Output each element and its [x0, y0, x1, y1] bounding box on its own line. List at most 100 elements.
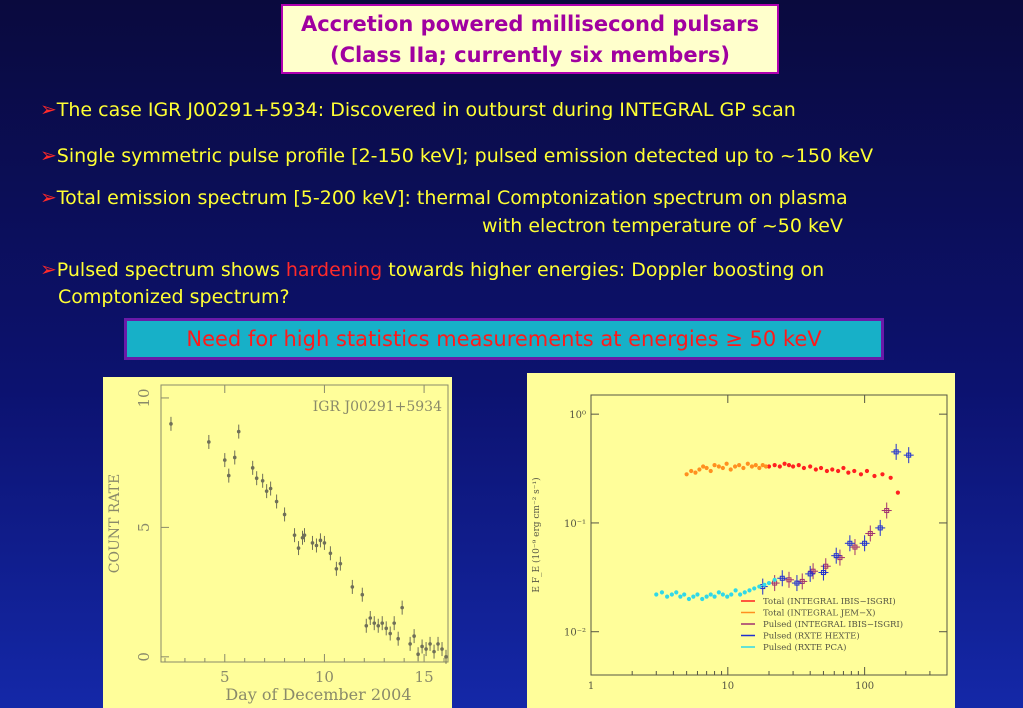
data-point: [444, 655, 448, 659]
data-point: [753, 463, 758, 468]
title-line-1: Accretion powered millisecond pulsars: [300, 12, 759, 36]
data-point: [841, 465, 846, 471]
data-point: [300, 535, 305, 540]
slide-title: Accretion powered millisecond pulsars (C…: [281, 4, 779, 74]
data-point: [708, 468, 713, 474]
data-point: [782, 461, 787, 466]
data-point: [757, 584, 762, 589]
data-point: [733, 588, 738, 593]
data-point: [772, 577, 777, 582]
data-point: [659, 590, 665, 595]
data-point: [704, 594, 709, 599]
bullet-2: ➢Single symmetric pulse profile [2-150 k…: [40, 142, 873, 169]
arrow-bullet-icon: ➢: [40, 97, 57, 121]
data-point: [412, 634, 416, 638]
data-point: [424, 647, 428, 651]
data-point: [420, 644, 424, 649]
data-point: [682, 592, 687, 597]
data-point: [852, 544, 858, 550]
data-point: [799, 578, 805, 584]
spectrum-chart: 1 10 100 10⁻² 10⁻¹ 10⁰ E F_E (10⁻⁹ erg cm⁻² s⁻…: [531, 394, 948, 692]
data-point: [384, 626, 389, 631]
bullet-4-text-post: towards higher energies: Doppler boostin…: [382, 259, 825, 281]
data-point: [232, 455, 237, 460]
data-point: [396, 636, 400, 641]
data-point: [665, 594, 670, 599]
data-point: [794, 580, 800, 586]
data-point: [720, 592, 725, 597]
callout-box: Need for high statistics measurements at…: [124, 318, 884, 360]
plot-frame: [160, 384, 449, 663]
data-point: [847, 540, 853, 546]
legend-entry: Pulsed (RXTE HEXTE): [763, 631, 860, 642]
y-tick-label: 10⁻¹: [564, 519, 586, 530]
data-point: [260, 478, 265, 483]
data-point: [747, 588, 752, 593]
data-point: [310, 541, 315, 545]
data-point: [368, 616, 373, 620]
data-point: [752, 586, 757, 591]
data-point: [724, 461, 729, 466]
data-point: [796, 463, 801, 468]
data-point: [678, 594, 683, 599]
y-tick-label: 10: [135, 388, 153, 407]
data-point: [895, 490, 900, 495]
data-point: [226, 473, 231, 478]
x-tick-label: 15: [415, 668, 434, 686]
data-point: [292, 533, 297, 537]
data-point: [372, 621, 377, 625]
bullet-4-text-pre: Pulsed spectrum shows: [56, 259, 286, 281]
bullet-1: ➢The case IGR J00291+5934: Discovered in…: [40, 96, 796, 123]
data-point: [268, 486, 273, 491]
data-point: [380, 621, 385, 625]
data-point: [725, 594, 730, 599]
data-point: [888, 475, 893, 480]
data-point: [695, 592, 700, 597]
data-point: [282, 512, 287, 517]
data-point: [741, 465, 746, 471]
data-point: [701, 464, 706, 469]
legend-entry: Pulsed (RXTE PCA): [763, 642, 846, 653]
legend-entry: Total (INTEGRAL JEM−X): [763, 608, 876, 619]
source-annotation: IGR J00291+5934: [313, 399, 442, 415]
spectrum-panel: 1 10 100 10⁻² 10⁻¹ 10⁰ E F_E (10⁻⁹ erg cm⁻² s⁻…: [527, 373, 955, 708]
data-point: [777, 464, 782, 469]
data-point: [862, 540, 868, 546]
data-point: [318, 538, 323, 543]
data-point: [697, 467, 702, 472]
x-tick-label: 5: [220, 668, 230, 686]
data-point: [712, 463, 717, 468]
data-point: [264, 489, 269, 493]
data-point: [302, 533, 307, 537]
data-point: [872, 473, 877, 479]
data-point: [250, 466, 255, 470]
data-point: [328, 551, 333, 556]
data-point: [906, 452, 912, 458]
data-point: [877, 525, 883, 531]
data-point: [763, 464, 769, 469]
data-point: [400, 605, 404, 610]
data-point: [745, 461, 750, 466]
data-point: [867, 530, 873, 536]
data-point: [708, 592, 713, 597]
x-tick-label: 10: [721, 681, 734, 692]
title-line-2: (Class IIa; currently six members): [329, 43, 731, 67]
highlight-hardening: hardening: [285, 259, 383, 281]
y-tick-label: 10⁻²: [564, 628, 586, 639]
data-point: [691, 594, 696, 599]
data-point: [864, 468, 870, 474]
data-point: [207, 440, 211, 444]
data-point: [772, 463, 777, 468]
bullet-4-continuation: Comptonized spectrum?: [58, 286, 290, 308]
x-tick-label: 1: [588, 681, 594, 692]
data-point: [801, 465, 807, 471]
y-axis-label: COUNT RATE: [107, 474, 123, 573]
bullet-2-text: Single symmetric pulse profile [2-150 ke…: [56, 145, 874, 167]
data-point: [858, 472, 864, 477]
data-point: [686, 596, 692, 602]
data-point: [169, 422, 173, 426]
data-point: [824, 468, 830, 474]
data-point: [388, 631, 393, 636]
data-point: [786, 577, 792, 583]
